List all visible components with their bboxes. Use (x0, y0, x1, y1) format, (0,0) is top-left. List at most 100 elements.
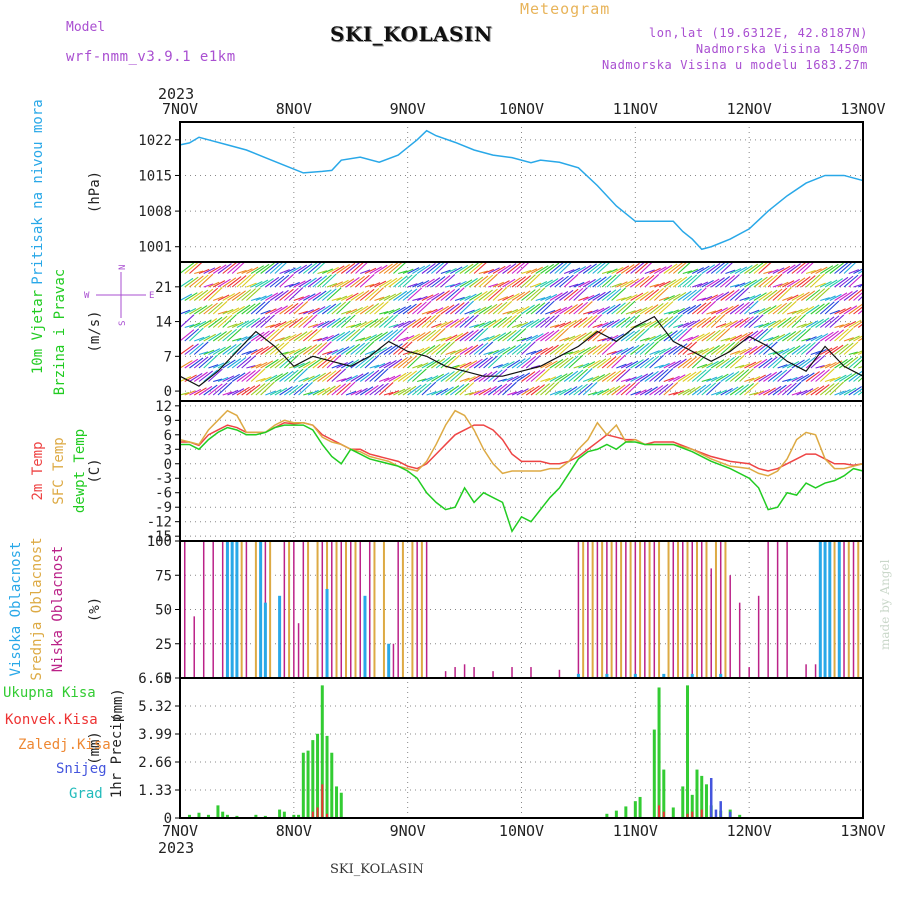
wind-barb (383, 391, 394, 396)
x-tick-label-bottom: 7NOV (162, 822, 198, 840)
wind-barb (326, 349, 338, 356)
wind-barb (535, 281, 548, 288)
wind-barb (369, 301, 385, 315)
wind-barb (236, 341, 252, 355)
wind-barb (222, 293, 236, 301)
cloud_mid-bar (254, 541, 257, 678)
wind-barb (516, 372, 531, 382)
wind-barb (525, 385, 540, 396)
wind-barb (658, 264, 673, 274)
wind-barb (748, 314, 764, 328)
wind-barb (800, 341, 816, 355)
wind-barb (838, 327, 854, 342)
wind-barb (568, 349, 580, 356)
wind-barb (464, 309, 475, 315)
wind-barb (431, 358, 446, 369)
y-tick-label: 50 (155, 603, 172, 619)
wind-barb (374, 331, 389, 342)
wind-barb (772, 349, 784, 356)
wind-barb (473, 322, 485, 329)
wind-barb (355, 305, 369, 315)
wind-barb (639, 321, 652, 328)
wind-barb (326, 302, 342, 315)
wind-barb (274, 274, 290, 288)
wind-barb (838, 373, 853, 382)
wind-barb (307, 276, 323, 288)
wind-barb (355, 387, 368, 396)
wind-barb (815, 287, 830, 301)
cloud_mid-bar (382, 541, 385, 678)
wind-barb (284, 333, 297, 342)
wind-barb (369, 317, 384, 328)
wind-barb (317, 270, 328, 275)
wind-barb (606, 334, 619, 342)
wind-barb (274, 387, 288, 396)
wind-barb (227, 262, 242, 274)
wind-barb (478, 371, 493, 382)
wind-barb (777, 332, 791, 342)
wind-barb (497, 362, 509, 369)
wind-barb (397, 320, 411, 328)
wind-barb (364, 283, 375, 288)
wind-barb (634, 275, 650, 288)
wind-barb (587, 277, 602, 288)
wind-barb (317, 304, 331, 315)
wind-barb (412, 265, 426, 274)
wind-barb (341, 376, 353, 383)
wind-barb (810, 334, 823, 342)
wind-barb (715, 342, 731, 355)
wind-barb (796, 262, 811, 274)
cloud_mid-bar (695, 541, 698, 678)
wind-barb (805, 274, 821, 288)
wind-barb (592, 358, 607, 369)
cloud_mid-bar (847, 541, 850, 678)
sfctemp-axis-title: SFC Temp (51, 437, 67, 504)
wind-barb (345, 277, 360, 288)
y-tick-label: 14 (155, 315, 172, 331)
wind-barb (554, 327, 569, 342)
wind-barb (421, 329, 437, 342)
wind-barb (706, 381, 721, 396)
wind-barb (180, 329, 195, 342)
wind-barb (345, 308, 358, 315)
y-tick-label: 1.33 (138, 783, 172, 799)
wind-barb (649, 287, 664, 301)
cloud_mid-bar (401, 541, 404, 678)
wind-barb (587, 359, 601, 369)
wind-barb (544, 360, 558, 369)
precip_total-bar (325, 735, 329, 818)
wind-barb (715, 307, 728, 315)
cloud_mid-bar (240, 541, 243, 678)
wind-barb (454, 331, 469, 342)
wind-barb (212, 362, 225, 369)
wind-barb (630, 328, 645, 342)
wind-barb (563, 355, 579, 369)
wind-barb (189, 388, 202, 396)
wind-barb (810, 288, 826, 301)
cloud_low-bar (212, 541, 214, 678)
wind-barb (302, 314, 318, 328)
wind-barb (222, 375, 235, 382)
cloud_mid-bar (373, 541, 376, 678)
cloud_low-bar (558, 669, 561, 678)
wind-barb (288, 281, 300, 288)
wind-barb (369, 287, 384, 301)
wind-barb (241, 355, 257, 369)
wind-barb (729, 267, 742, 274)
wind-barb (250, 363, 262, 369)
wind-barb (454, 265, 469, 274)
wind-barb (507, 308, 519, 315)
wind-barb (838, 357, 854, 369)
precip_total-bar (197, 812, 201, 818)
wind-barb (843, 371, 858, 382)
wind-barb (782, 280, 795, 288)
wind-barb (459, 263, 474, 274)
wind-barb (274, 371, 289, 382)
wind-barb (350, 306, 363, 315)
wind-barb (307, 262, 323, 274)
wind-barb (483, 288, 498, 301)
wind-barb (696, 281, 709, 288)
wind-barb (801, 388, 814, 396)
wind-barb (478, 387, 492, 396)
wind-barb (720, 387, 733, 396)
